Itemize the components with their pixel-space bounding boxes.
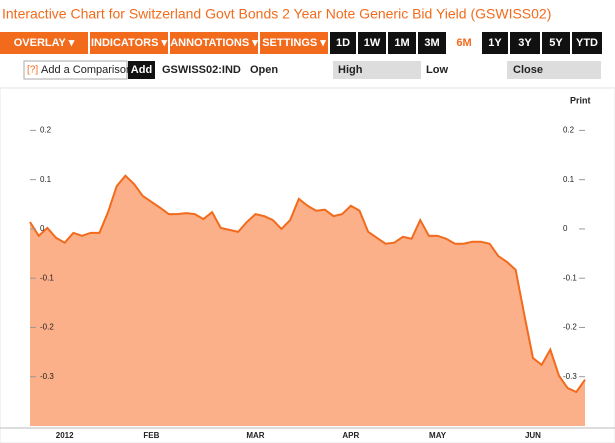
print-button[interactable]: Print	[570, 95, 591, 105]
y-tick-label: -0.1	[40, 273, 54, 282]
area-fill	[30, 175, 585, 426]
range-label: 3M	[424, 37, 439, 49]
add-button[interactable]	[128, 61, 155, 79]
range-button[interactable]	[572, 32, 602, 54]
y-tick-label: -0.3	[40, 372, 54, 381]
range-button[interactable]	[358, 32, 386, 54]
y-tick-label-right: 0.2	[563, 125, 575, 134]
y-tick-label: 0.2	[40, 125, 52, 134]
field-box	[333, 61, 421, 79]
y-tick-label-right: -0.1	[563, 273, 577, 282]
y-tick-label-right: -0.3	[563, 372, 577, 381]
y-tick-label: 0	[40, 224, 45, 233]
range-label: 1D	[336, 37, 350, 49]
range-button[interactable]	[542, 32, 570, 54]
menu-label: OVERLAY ▾	[14, 37, 75, 49]
x-tick-label: MAY	[429, 431, 447, 440]
menu-button[interactable]	[90, 32, 168, 54]
menu-label: SETTINGS ▾	[262, 37, 326, 49]
range-button[interactable]	[418, 32, 446, 54]
range-label: 6M	[456, 37, 471, 49]
range-label: 5Y	[549, 37, 563, 49]
field-box	[507, 61, 601, 79]
field-label: High	[338, 64, 363, 76]
comparison-placeholder: Add a Comparison	[41, 64, 132, 76]
y-tick-label-right: 0.1	[563, 175, 575, 184]
range-button[interactable]	[510, 32, 540, 54]
menu-button[interactable]	[260, 32, 328, 54]
page-title: Interactive Chart for Switzerland Govt B…	[2, 6, 551, 22]
price-line	[29, 174, 586, 394]
x-tick-label: APR	[342, 431, 359, 440]
field-label: Close	[513, 64, 543, 76]
field-label: Open	[250, 64, 278, 76]
range-label: 1Y	[488, 37, 502, 49]
ticker: GSWISS02:IND	[162, 64, 241, 76]
range-label: YTD	[576, 37, 598, 49]
field-label: Low	[426, 64, 448, 76]
range-button[interactable]	[388, 32, 416, 54]
fields: Open High Low Close	[250, 64, 543, 76]
y-tick-label: 0.1	[40, 175, 52, 184]
menu-label: INDICATORS ▾	[91, 37, 167, 49]
plot: -0.3 -0.3 -0.2 -0.2 -0.1 -0.1 0 0 0.1 0.1 0.2 0.2 20…	[0, 125, 615, 440]
add-label: Add	[131, 64, 152, 76]
x-tick-label: JUN	[525, 431, 541, 440]
x-tick-label: 2012	[56, 431, 74, 440]
y-tick-label: -0.2	[40, 323, 54, 332]
range-button[interactable]	[448, 32, 480, 54]
menu-label: ANNOTATIONS ▾	[170, 37, 258, 49]
range-label: 3Y	[518, 37, 532, 49]
range-button[interactable]	[482, 32, 508, 54]
y-tick-label-right: -0.2	[563, 323, 577, 332]
menu-button[interactable]	[170, 32, 258, 54]
range-label: 1M	[394, 37, 409, 49]
x-tick-label: FEB	[143, 431, 159, 440]
y-tick-label-right: 0	[563, 224, 568, 233]
menu-button[interactable]	[0, 32, 88, 54]
range-label: 1W	[364, 37, 381, 49]
help-icon[interactable]: [?]	[27, 65, 38, 76]
comparison-input[interactable]	[23, 60, 128, 80]
x-tick-label: MAR	[246, 431, 264, 440]
toolbar: OVERLAY ▾ INDICATORS ▾ ANNOTATIONS ▾ SETTIN…	[0, 32, 602, 54]
range-button[interactable]	[330, 32, 356, 54]
